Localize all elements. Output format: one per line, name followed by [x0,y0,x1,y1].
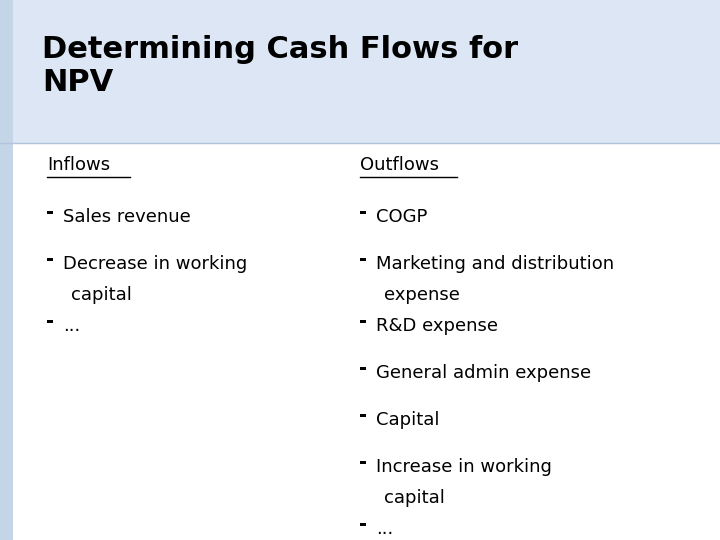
Text: COGP: COGP [376,208,427,226]
FancyBboxPatch shape [0,143,720,540]
FancyBboxPatch shape [360,320,366,323]
Text: Outflows: Outflows [360,156,439,174]
Text: expense: expense [384,286,459,304]
FancyBboxPatch shape [360,414,366,417]
FancyBboxPatch shape [0,0,720,143]
Text: Inflows: Inflows [47,156,110,174]
FancyBboxPatch shape [0,0,13,143]
FancyBboxPatch shape [360,211,366,214]
FancyBboxPatch shape [360,367,366,370]
Text: Sales revenue: Sales revenue [63,208,190,226]
Text: capital: capital [384,489,445,507]
Text: Capital: Capital [376,411,439,429]
Text: capital: capital [71,286,132,304]
Text: ...: ... [63,317,80,335]
Text: Decrease in working: Decrease in working [63,255,247,273]
FancyBboxPatch shape [360,523,366,526]
FancyBboxPatch shape [0,143,13,540]
FancyBboxPatch shape [47,211,53,214]
Text: R&D expense: R&D expense [376,317,498,335]
Text: General admin expense: General admin expense [376,364,591,382]
FancyBboxPatch shape [47,320,53,323]
FancyBboxPatch shape [47,258,53,261]
Text: Determining Cash Flows for
NPV: Determining Cash Flows for NPV [42,35,518,97]
FancyBboxPatch shape [360,461,366,464]
FancyBboxPatch shape [360,258,366,261]
Text: Marketing and distribution: Marketing and distribution [376,255,614,273]
Text: ...: ... [376,520,393,538]
Text: Increase in working: Increase in working [376,458,552,476]
